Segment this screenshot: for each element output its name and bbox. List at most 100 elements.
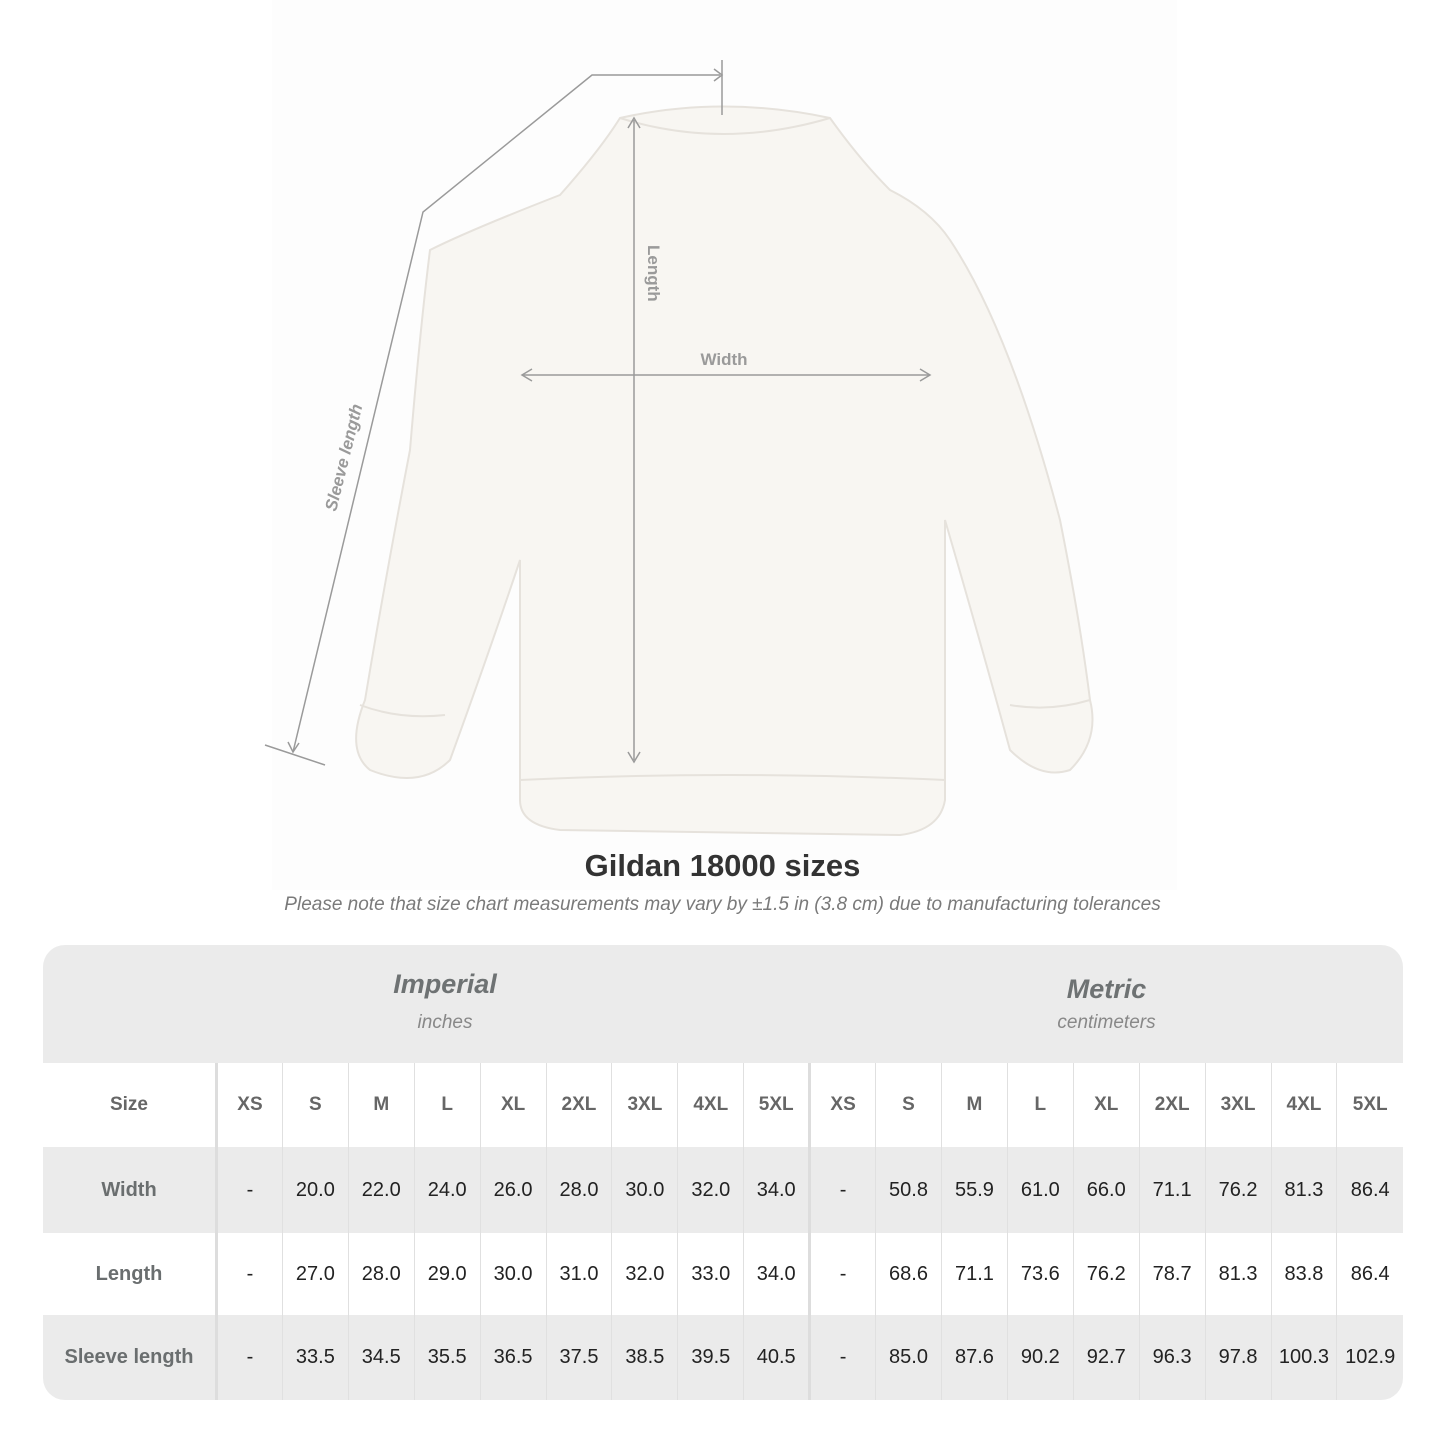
imperial-value: -	[216, 1147, 283, 1233]
imperial-value: 35.5	[413, 1315, 481, 1400]
imperial-value: 26.0	[479, 1147, 547, 1233]
metric-value: 100.3	[1270, 1315, 1337, 1400]
imperial-value: 40.5	[743, 1315, 810, 1400]
measure-lines	[264, 60, 932, 766]
metric-value: 86.4	[1336, 1147, 1403, 1233]
imperial-value: 29.0	[413, 1233, 481, 1315]
size-header-metric: M	[940, 1063, 1008, 1147]
size-header-row: Size XS S M L XL 2XL 3XL 4XL 5XL XS S M L XL 2XL 3XL 4XL 5…	[43, 1063, 1403, 1147]
table-row: Sleeve length -33.5 34.5 35.5 36.5 37.5 38.5 39…	[43, 1315, 1403, 1400]
imperial-value: 28.0	[545, 1147, 612, 1233]
imperial-value: 20.0	[281, 1147, 349, 1233]
size-table: Size XS S M L XL 2XL 3XL 4XL 5XL XS S M L XL 2XL 3XL 4XL 5…	[43, 1063, 1403, 1400]
metric-value: -	[808, 1315, 876, 1400]
tolerance-note: Please note that size chart measurements…	[284, 894, 1161, 915]
metric-value: 71.1	[1138, 1147, 1206, 1233]
arrow-head-icon	[287, 741, 300, 754]
metric-title: Metric	[1066, 974, 1147, 1004]
metric-value: 66.0	[1072, 1147, 1140, 1233]
imperial-value: 33.5	[281, 1315, 349, 1400]
table-row: Length -27.0 28.0 29.0 30.0 31.0 32.0 33.0 34.0-…	[43, 1233, 1403, 1315]
metric-header: Metric centimeters	[810, 974, 1403, 1034]
metric-value: 55.9	[940, 1147, 1008, 1233]
imperial-value: 32.0	[677, 1147, 744, 1233]
size-header-metric: 5XL	[1336, 1063, 1403, 1147]
size-chart: Imperial inches Metric centimeters Size X…	[43, 945, 1403, 1400]
imperial-value: 34.5	[347, 1315, 415, 1400]
metric-value: 78.7	[1138, 1233, 1206, 1315]
imperial-value: 24.0	[413, 1147, 481, 1233]
length-label: Length	[644, 245, 663, 302]
metric-value: 71.1	[940, 1233, 1008, 1315]
row-label: Size	[43, 1063, 218, 1147]
imperial-value: 34.0	[743, 1233, 810, 1315]
imperial-value: 39.5	[677, 1315, 744, 1400]
size-header-metric: 3XL	[1204, 1063, 1271, 1147]
row-label: Length	[43, 1233, 218, 1315]
size-header-metric: 2XL	[1138, 1063, 1206, 1147]
imperial-value: 38.5	[611, 1315, 678, 1400]
imperial-value: 30.0	[611, 1147, 678, 1233]
size-header-metric: S	[875, 1063, 942, 1147]
metric-value: 96.3	[1138, 1315, 1206, 1400]
size-header-metric: XS	[808, 1063, 876, 1147]
metric-value: 90.2	[1006, 1315, 1074, 1400]
metric-value: -	[808, 1147, 876, 1233]
imperial-value: -	[216, 1233, 283, 1315]
imperial-value: 30.0	[479, 1233, 547, 1315]
size-header-imperial: 2XL	[545, 1063, 612, 1147]
size-header-imperial: M	[347, 1063, 415, 1147]
metric-value: 50.8	[875, 1147, 942, 1233]
arrow-head-icon	[520, 368, 932, 382]
imperial-value: -	[216, 1315, 283, 1400]
metric-unit: centimeters	[1057, 1012, 1156, 1033]
imperial-value: 32.0	[611, 1233, 678, 1315]
metric-value: 83.8	[1270, 1233, 1337, 1315]
units-header	[43, 945, 1403, 1063]
metric-value: 86.4	[1336, 1233, 1403, 1315]
width-label: Width	[700, 350, 747, 369]
imperial-value: 36.5	[479, 1315, 547, 1400]
size-header-imperial: XS	[216, 1063, 283, 1147]
page-title: Gildan 18000 sizes	[584, 848, 861, 883]
size-header-metric: L	[1006, 1063, 1074, 1147]
metric-value: -	[808, 1233, 876, 1315]
imperial-value: 28.0	[347, 1233, 415, 1315]
size-header-imperial: 5XL	[743, 1063, 810, 1147]
imperial-value: 27.0	[281, 1233, 349, 1315]
imperial-value: 34.0	[743, 1147, 810, 1233]
size-header-imperial: S	[281, 1063, 349, 1147]
imperial-value: 31.0	[545, 1233, 612, 1315]
metric-value: 68.6	[875, 1233, 942, 1315]
imperial-header: Imperial inches	[215, 969, 675, 1034]
metric-value: 76.2	[1204, 1147, 1271, 1233]
imperial-title: Imperial	[393, 969, 497, 999]
row-label: Sleeve length	[43, 1315, 218, 1400]
metric-value: 76.2	[1072, 1233, 1140, 1315]
size-header-imperial: XL	[479, 1063, 547, 1147]
metric-value: 102.9	[1336, 1315, 1403, 1400]
metric-value: 97.8	[1204, 1315, 1271, 1400]
size-header-imperial: 3XL	[611, 1063, 678, 1147]
imperial-value: 37.5	[545, 1315, 612, 1400]
metric-value: 81.3	[1270, 1147, 1337, 1233]
metric-value: 73.6	[1006, 1233, 1074, 1315]
sleeve-end-tick	[264, 744, 326, 766]
size-header-imperial: 4XL	[677, 1063, 744, 1147]
row-label: Width	[43, 1147, 218, 1233]
imperial-value: 22.0	[347, 1147, 415, 1233]
size-header-metric: XL	[1072, 1063, 1140, 1147]
sweatshirt-diagram: Length Width Sleeve length	[264, 60, 1094, 837]
size-header-metric: 4XL	[1270, 1063, 1337, 1147]
sweatshirt-image	[355, 105, 1094, 837]
imperial-unit: inches	[417, 1012, 473, 1033]
arrow-head-icon	[627, 116, 641, 764]
size-header-imperial: L	[413, 1063, 481, 1147]
table-row: Width -20.0 22.0 24.0 26.0 28.0 30.0 32.0 34.0-5…	[43, 1147, 1403, 1233]
sleeve-length-line	[292, 74, 720, 753]
metric-value: 87.6	[940, 1315, 1008, 1400]
metric-value: 92.7	[1072, 1315, 1140, 1400]
imperial-value: 33.0	[677, 1233, 744, 1315]
metric-value: 61.0	[1006, 1147, 1074, 1233]
metric-value: 85.0	[875, 1315, 942, 1400]
